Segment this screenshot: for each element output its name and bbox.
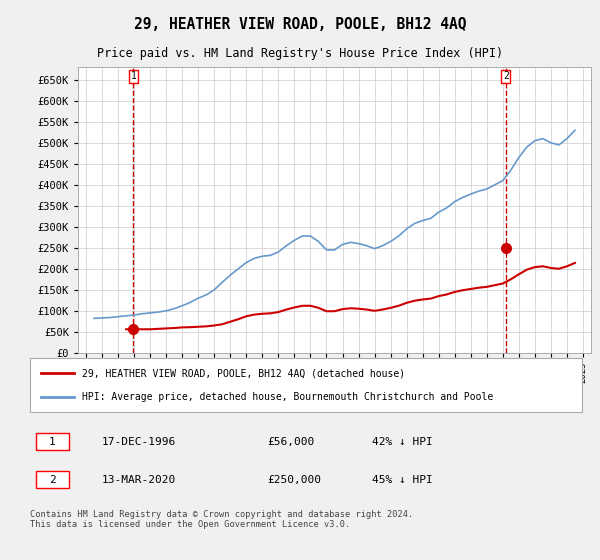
- Text: 1: 1: [49, 436, 55, 446]
- Text: 29, HEATHER VIEW ROAD, POOLE, BH12 4AQ: 29, HEATHER VIEW ROAD, POOLE, BH12 4AQ: [134, 17, 466, 32]
- Text: £56,000: £56,000: [268, 436, 314, 446]
- Text: 29, HEATHER VIEW ROAD, POOLE, BH12 4AQ (detached house): 29, HEATHER VIEW ROAD, POOLE, BH12 4AQ (…: [82, 368, 406, 379]
- FancyBboxPatch shape: [30, 358, 582, 412]
- FancyBboxPatch shape: [35, 471, 68, 488]
- Text: HPI: Average price, detached house, Bournemouth Christchurch and Poole: HPI: Average price, detached house, Bour…: [82, 391, 494, 402]
- Text: Price paid vs. HM Land Registry's House Price Index (HPI): Price paid vs. HM Land Registry's House …: [97, 47, 503, 60]
- Text: 17-DEC-1996: 17-DEC-1996: [102, 436, 176, 446]
- Text: 2: 2: [503, 72, 509, 82]
- Text: £250,000: £250,000: [268, 475, 322, 485]
- Text: 42% ↓ HPI: 42% ↓ HPI: [372, 436, 433, 446]
- Text: 45% ↓ HPI: 45% ↓ HPI: [372, 475, 433, 485]
- Text: 13-MAR-2020: 13-MAR-2020: [102, 475, 176, 485]
- Text: 1: 1: [131, 72, 136, 82]
- FancyBboxPatch shape: [35, 433, 68, 450]
- Text: 2: 2: [49, 475, 55, 485]
- Text: Contains HM Land Registry data © Crown copyright and database right 2024.
This d: Contains HM Land Registry data © Crown c…: [30, 510, 413, 529]
